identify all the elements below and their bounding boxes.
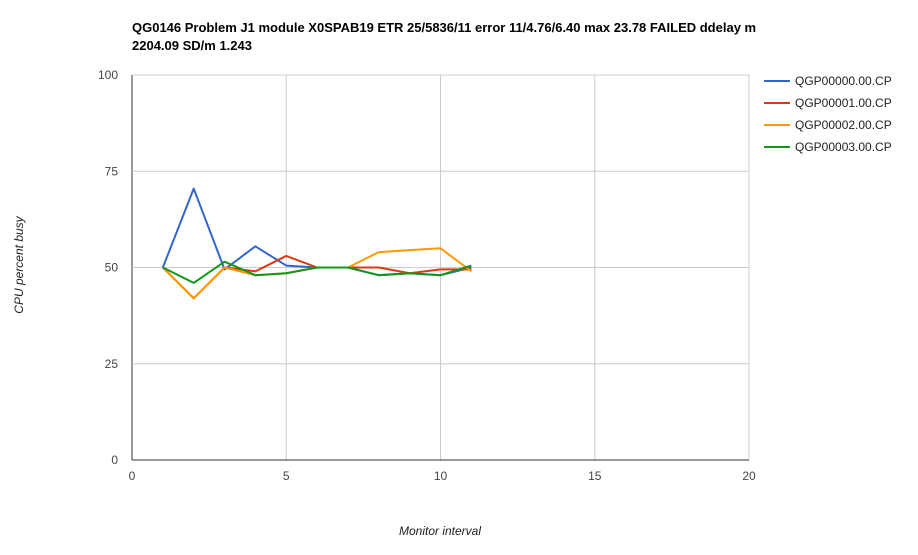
x-tick-label: 15 bbox=[588, 469, 602, 483]
x-axis-label: Monitor interval bbox=[398, 524, 482, 538]
series-line-QGP00001.00.CP bbox=[162, 254, 472, 300]
series-line-QGP00003.00.CP bbox=[162, 260, 472, 284]
y-tick-label: 0 bbox=[111, 453, 118, 467]
legend-label: QGP00003.00.CP bbox=[795, 140, 892, 154]
legend-label: QGP00001.00.CP bbox=[795, 96, 892, 110]
x-tick-label: 20 bbox=[742, 469, 756, 483]
chart-title: QG0146 Problem J1 module X0SPAB19 ETR 25… bbox=[132, 20, 757, 53]
y-tick-label: 100 bbox=[98, 68, 118, 82]
x-tick-label: 5 bbox=[283, 469, 290, 483]
y-tick-label: 50 bbox=[105, 261, 119, 275]
legend: QGP00000.00.CP QGP00001.00.CP QGP00002.00.… bbox=[764, 74, 892, 154]
legend-label: QGP00002.00.CP bbox=[795, 118, 892, 132]
series-line-QGP00000.00.CP bbox=[161, 187, 472, 277]
axes: 0 5 10 15 20 0 25 50 75 100 bbox=[98, 68, 756, 483]
series-lines bbox=[161, 187, 472, 300]
x-tick-label: 0 bbox=[129, 469, 136, 483]
y-tick-label: 25 bbox=[105, 357, 119, 371]
y-tick-label: 75 bbox=[105, 164, 119, 178]
legend-label: QGP00000.00.CP bbox=[795, 74, 892, 88]
x-tick-label: 10 bbox=[434, 469, 448, 483]
gridlines bbox=[131, 74, 750, 461]
